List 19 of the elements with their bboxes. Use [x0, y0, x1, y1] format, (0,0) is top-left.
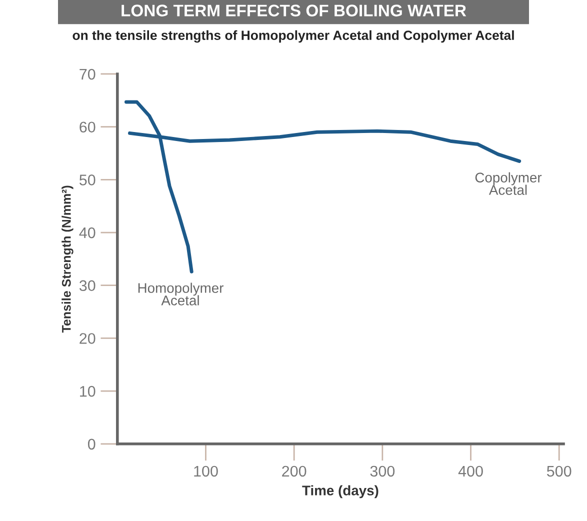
y-axis-title: Tensile Strength (N/mm²) [62, 186, 74, 333]
y-tick-label: 60 [80, 122, 96, 133]
y-tick-label: 40 [79, 227, 96, 238]
x-axis-title: Time (days) [302, 485, 378, 498]
chart-title: LONG TERM EFFECTS OF BOILING WATER [122, 4, 466, 16]
y-tick-label: 50 [79, 174, 96, 186]
series-label: Copolymer Acetal [475, 172, 542, 195]
y-tick-label: 20 [80, 333, 96, 344]
x-tick-label: 500 [546, 466, 572, 477]
series-label: Homopolymer Acetal [138, 282, 224, 306]
x-tick-label: 300 [370, 466, 395, 477]
y-tick-label: 70 [80, 68, 96, 80]
x-tick-label: 200 [282, 466, 306, 477]
y-tick-label: 0 [88, 438, 96, 450]
chart-subtitle: on the tensile strengths of Homopolymer Acetal and Copolymer Acetal [72, 30, 514, 43]
y-tick-label: 30 [79, 280, 96, 292]
x-tick-label: 400 [458, 466, 483, 477]
x-tick-label: 100 [194, 466, 218, 477]
y-tick-label: 10 [80, 386, 96, 397]
